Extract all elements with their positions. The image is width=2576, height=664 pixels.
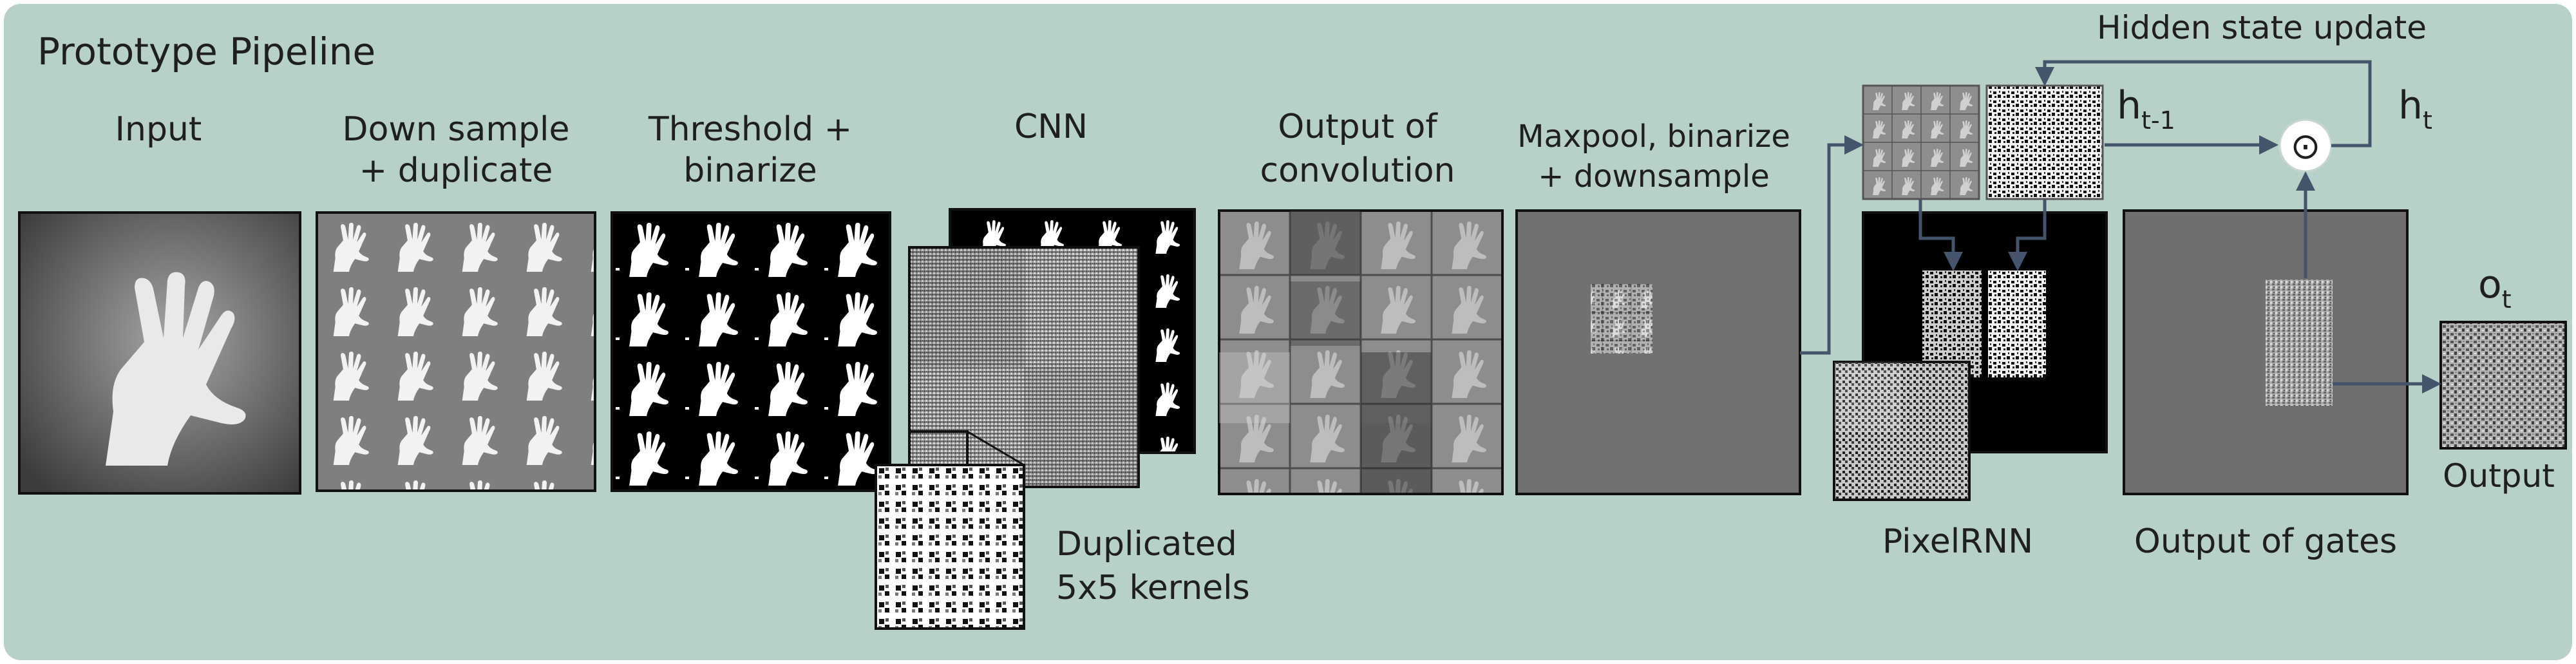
label-kernels-1: Duplicated (1056, 525, 1237, 564)
arrows (1800, 60, 2441, 394)
label-maxpool-1: Maxpool, binarize (1517, 119, 1790, 155)
pixelrnn-kernels (1833, 361, 1971, 501)
duplicated-kernels-zoom (875, 464, 1025, 630)
maxpool-output (1515, 209, 1801, 495)
label-cnn: CNN (1014, 108, 1088, 146)
label-maxpool-2: + downsample (1538, 158, 1770, 194)
cnn-kernel-map (908, 246, 1140, 488)
label-downsample-1: Down sample (343, 110, 570, 149)
pixelrnn-input-grid (1862, 84, 1980, 200)
o-t-symbol: ot (2478, 262, 2512, 314)
pipeline-title: Prototype Pipeline (37, 30, 375, 73)
arrow-input-grid-down (1918, 200, 1963, 271)
label-threshold-1: Threshold + (648, 110, 852, 149)
label-kernels-2: 5x5 kernels (1056, 569, 1250, 607)
final-output-image (2439, 321, 2567, 450)
label-conv-out-2: convolution (1260, 151, 1455, 190)
binarized-grid (611, 211, 891, 492)
hidden-state-prev-image (1985, 84, 2104, 200)
label-threshold-2: binarize (683, 151, 817, 190)
arrow-maxpool-to-rnn (1800, 135, 1864, 355)
label-output: Output (2443, 457, 2555, 495)
gates-output (2123, 209, 2409, 495)
label-conv-out-1: Output of (1278, 108, 1438, 146)
label-downsample-2: + duplicate (359, 151, 553, 190)
label-input: Input (115, 110, 202, 149)
arrow-hidden-update (2035, 60, 2372, 147)
downsampled-grid (316, 211, 596, 492)
label-gates-out: Output of gates (2134, 522, 2397, 561)
h-t-symbol: ht (2398, 83, 2432, 135)
pixelrnn-block (1833, 84, 2108, 501)
hadamard-symbol: ⊙ (2291, 126, 2321, 167)
convolution-output-grid (1218, 209, 1504, 495)
label-pixelrnn: PixelRNN (1882, 522, 2033, 561)
input-image (18, 211, 301, 495)
arrow-hidden-down (2008, 200, 2047, 271)
label-hidden-update: Hidden state update (2097, 9, 2427, 46)
hadamard-operator: ⊙ (2278, 119, 2333, 173)
h-prev-symbol: ht-1 (2117, 83, 2175, 135)
cnn-stack (875, 208, 1196, 630)
